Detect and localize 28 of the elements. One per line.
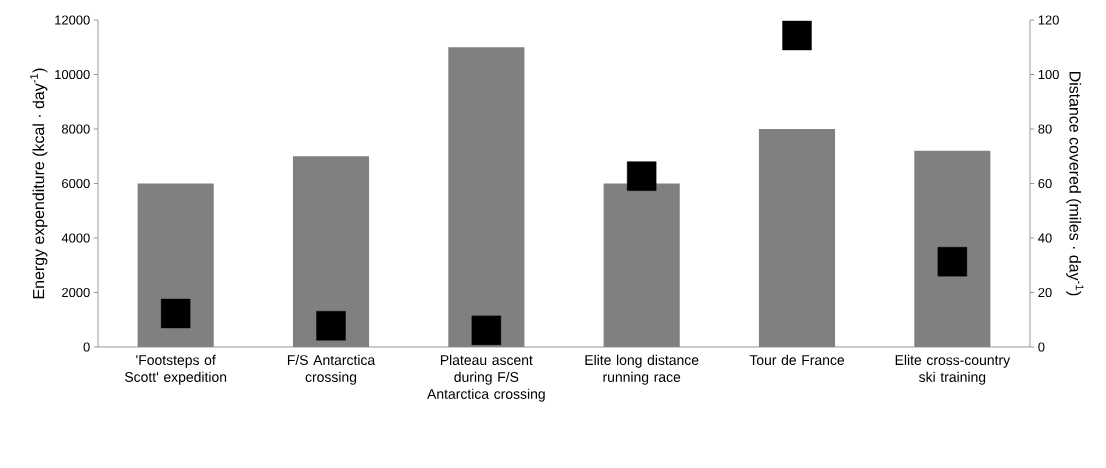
y-tick-label: 2000 [62, 287, 90, 298]
x-tick-label: Plateau ascent during F/S Antarctica crossing [427, 354, 545, 402]
y2-tick-label: 120 [1038, 15, 1059, 25]
y2-tick-label: 0 [1038, 342, 1045, 352]
x-tick-label: 'Footsteps of Scott' expedition [124, 354, 227, 385]
x-tick-label: Elite long distance running race [585, 354, 699, 385]
y-tick-label: 10000 [55, 69, 90, 80]
y-tick-label: 4000 [61, 233, 90, 243]
y2-tick-label: 40 [1038, 233, 1052, 243]
point [937, 247, 968, 277]
point [160, 298, 191, 329]
y2-tick-label: 100 [1038, 69, 1059, 80]
y2-tick-label: 20 [1038, 287, 1052, 298]
x-tick-label: F/S Antarctica crossing [287, 354, 376, 385]
y-tick-label: 12000 [55, 15, 90, 25]
x-tick-label: Tour de France [749, 354, 845, 366]
point [316, 311, 346, 341]
y2-tick-label: 60 [1038, 178, 1052, 189]
point [782, 20, 812, 51]
y2-tick-label: 80 [1038, 124, 1052, 134]
point [626, 161, 657, 191]
y2-axis-title: Distance covered (miles · day$^{-1}$) [1066, 71, 1084, 296]
point [471, 315, 502, 346]
x-tick-label: Elite cross-country ski training [895, 354, 1011, 385]
y-tick-label: 8000 [61, 124, 90, 134]
y-tick-label: 6000 [62, 178, 90, 189]
y-tick-label: 0 [83, 342, 90, 352]
y-axis-title: Energy expenditure (kcal · day$^{-1}$) [30, 68, 48, 299]
